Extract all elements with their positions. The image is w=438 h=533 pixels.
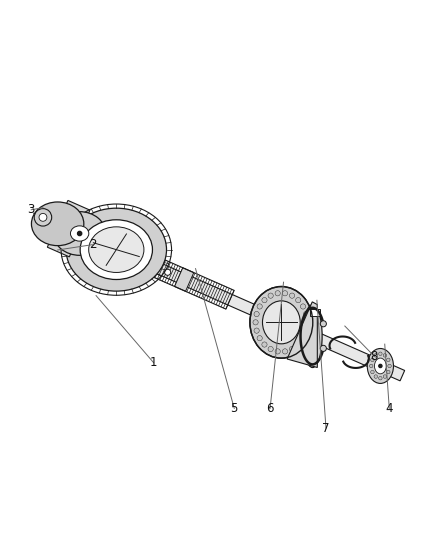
Ellipse shape <box>250 287 313 358</box>
Circle shape <box>290 346 295 352</box>
Circle shape <box>296 297 301 303</box>
Circle shape <box>254 328 259 333</box>
Circle shape <box>383 375 387 378</box>
Ellipse shape <box>367 349 393 383</box>
Ellipse shape <box>71 226 89 241</box>
Circle shape <box>371 358 374 361</box>
Circle shape <box>304 320 310 325</box>
Text: 3: 3 <box>28 203 35 216</box>
Circle shape <box>253 320 258 325</box>
Ellipse shape <box>88 227 144 272</box>
Polygon shape <box>154 262 405 381</box>
Circle shape <box>304 328 309 333</box>
Circle shape <box>304 311 309 317</box>
Ellipse shape <box>66 208 166 291</box>
Circle shape <box>388 364 391 368</box>
Circle shape <box>387 358 390 361</box>
Circle shape <box>268 346 273 352</box>
Circle shape <box>268 293 273 298</box>
Circle shape <box>257 336 262 341</box>
Circle shape <box>320 345 326 351</box>
Polygon shape <box>174 268 194 292</box>
Circle shape <box>374 353 378 357</box>
Circle shape <box>370 364 373 368</box>
Circle shape <box>257 304 262 309</box>
Text: 7: 7 <box>322 422 330 434</box>
Circle shape <box>78 231 82 236</box>
Circle shape <box>254 311 259 317</box>
Circle shape <box>290 293 295 298</box>
Circle shape <box>387 370 390 374</box>
Circle shape <box>374 375 378 378</box>
Text: 4: 4 <box>385 402 393 415</box>
Circle shape <box>300 304 306 309</box>
Circle shape <box>371 370 374 374</box>
Circle shape <box>378 352 382 356</box>
Circle shape <box>300 336 306 341</box>
Polygon shape <box>287 302 317 368</box>
Text: 6: 6 <box>266 402 274 415</box>
Circle shape <box>34 208 52 226</box>
Ellipse shape <box>80 220 152 279</box>
Ellipse shape <box>32 202 84 246</box>
Ellipse shape <box>303 305 322 368</box>
Text: 2: 2 <box>88 238 96 251</box>
Circle shape <box>262 342 267 347</box>
Circle shape <box>378 376 382 380</box>
Polygon shape <box>47 200 90 257</box>
Circle shape <box>275 349 280 354</box>
Polygon shape <box>310 309 320 316</box>
Circle shape <box>320 321 326 327</box>
Circle shape <box>383 353 387 357</box>
Circle shape <box>165 269 171 276</box>
Circle shape <box>283 349 288 354</box>
Ellipse shape <box>53 212 106 255</box>
Ellipse shape <box>374 358 386 374</box>
Circle shape <box>275 290 280 296</box>
Circle shape <box>283 290 288 296</box>
Text: 5: 5 <box>230 402 238 415</box>
Polygon shape <box>98 236 160 275</box>
Text: 8: 8 <box>370 350 378 362</box>
Ellipse shape <box>262 301 300 344</box>
Text: 1: 1 <box>150 356 157 369</box>
Circle shape <box>39 213 47 221</box>
Circle shape <box>296 342 301 347</box>
Circle shape <box>262 297 267 303</box>
Circle shape <box>379 365 382 368</box>
